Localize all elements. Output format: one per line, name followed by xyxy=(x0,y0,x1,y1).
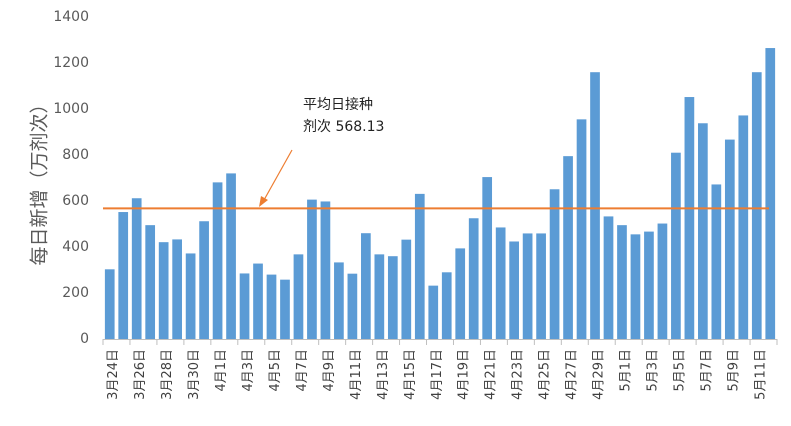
bar xyxy=(172,239,182,339)
bar xyxy=(185,253,196,339)
bar xyxy=(104,269,115,339)
y-tick-label: 400 xyxy=(62,239,89,255)
x-tick-label: 4月15日 xyxy=(403,349,418,400)
annotation-arrowhead xyxy=(259,196,268,207)
x-tick-label: 4月29日 xyxy=(592,349,607,400)
bar xyxy=(441,272,452,339)
x-tick-label: 3月24日 xyxy=(106,349,121,400)
bar xyxy=(253,263,263,339)
bar xyxy=(549,189,560,339)
x-tick-label: 4月19日 xyxy=(457,349,472,400)
bar xyxy=(387,256,398,339)
y-tick-label: 1400 xyxy=(53,9,89,25)
x-tick-label: 3月28日 xyxy=(160,349,175,400)
annotation-line-2: 剂次 568.13 xyxy=(303,119,384,135)
bar xyxy=(266,274,277,339)
bar xyxy=(603,216,614,339)
bar xyxy=(765,48,776,340)
bar xyxy=(536,233,546,339)
x-tick-label: 4月3日 xyxy=(241,349,256,392)
bar xyxy=(293,254,304,339)
bar xyxy=(131,198,142,339)
x-tick-label: 3月26日 xyxy=(133,349,148,400)
x-tick-label: 5月9日 xyxy=(726,349,741,392)
bar xyxy=(711,184,722,339)
y-axis-title: 每日新增（万剂次） xyxy=(29,94,51,265)
annotation-line-1: 平均日接种 xyxy=(303,96,373,113)
bar xyxy=(347,273,358,339)
bar xyxy=(320,201,331,339)
y-tick-label: 1200 xyxy=(53,55,89,71)
bar xyxy=(617,225,627,339)
x-tick-label: 4月13日 xyxy=(376,349,391,400)
bar xyxy=(522,233,533,339)
bar xyxy=(401,239,412,339)
bar xyxy=(738,115,749,339)
x-tick-label: 4月21日 xyxy=(484,349,499,400)
y-tick-label: 200 xyxy=(62,285,89,301)
bar xyxy=(671,152,681,339)
bar xyxy=(239,273,250,339)
bar xyxy=(482,177,493,339)
bars xyxy=(104,48,776,340)
x-tick-label: 4月23日 xyxy=(511,349,526,400)
y-tick-label: 800 xyxy=(62,147,89,163)
x-tick-label: 5月11日 xyxy=(753,349,768,400)
bar xyxy=(576,119,587,339)
bar xyxy=(724,139,735,339)
bar xyxy=(630,234,641,339)
bar xyxy=(509,241,519,339)
x-tick-label: 5月7日 xyxy=(699,349,714,392)
bar xyxy=(118,212,129,339)
x-tick-label: 4月1日 xyxy=(214,349,229,392)
bar xyxy=(212,182,223,339)
bar xyxy=(199,221,209,339)
x-tick-label: 4月7日 xyxy=(295,349,310,392)
x-tick-label: 3月30日 xyxy=(187,349,202,400)
x-tick-label: 5月1日 xyxy=(618,349,633,392)
y-axis-title-group: 每日新增（万剂次） xyxy=(29,94,51,265)
bar xyxy=(226,173,236,339)
annotation: 平均日接种 剂次 568.13 xyxy=(259,96,384,207)
x-tick-label: 4月17日 xyxy=(430,349,445,400)
bar xyxy=(684,97,695,339)
bar xyxy=(158,242,169,339)
bar xyxy=(495,227,506,339)
x-tick-label: 4月9日 xyxy=(322,349,337,392)
x-tick-label: 4月27日 xyxy=(565,349,580,400)
x-tick-label: 5月3日 xyxy=(645,349,660,392)
bar xyxy=(657,223,668,339)
x-tick-label: 4月25日 xyxy=(538,349,553,400)
bar xyxy=(145,225,156,339)
bar xyxy=(468,218,479,339)
bar xyxy=(374,254,385,339)
y-tick-label: 0 xyxy=(80,331,89,347)
x-tick-label: 4月5日 xyxy=(268,349,283,392)
bar xyxy=(307,199,317,339)
bar xyxy=(414,193,425,339)
bar xyxy=(698,123,708,339)
bar xyxy=(428,285,439,339)
bar xyxy=(455,248,466,339)
y-tick-label: 1000 xyxy=(53,101,89,117)
annotation-arrow xyxy=(263,149,293,201)
bar xyxy=(334,262,344,339)
y-axis-ticks: 0 200 400 600 800 1000 1200 1400 xyxy=(53,9,89,347)
x-tick-label: 4月11日 xyxy=(349,349,364,400)
bar xyxy=(590,72,600,339)
bar xyxy=(361,233,371,339)
bar xyxy=(563,156,573,339)
bar xyxy=(280,279,290,339)
bar xyxy=(751,72,762,339)
x-axis-ticks: 3月24日 3月26日 3月28日 3月30日 4月1日 4月3日 4月5日 4月7日 4月9日… xyxy=(102,339,778,400)
x-tick-label: 5月5日 xyxy=(672,349,687,392)
y-tick-label: 600 xyxy=(62,193,89,209)
bar xyxy=(644,231,654,339)
